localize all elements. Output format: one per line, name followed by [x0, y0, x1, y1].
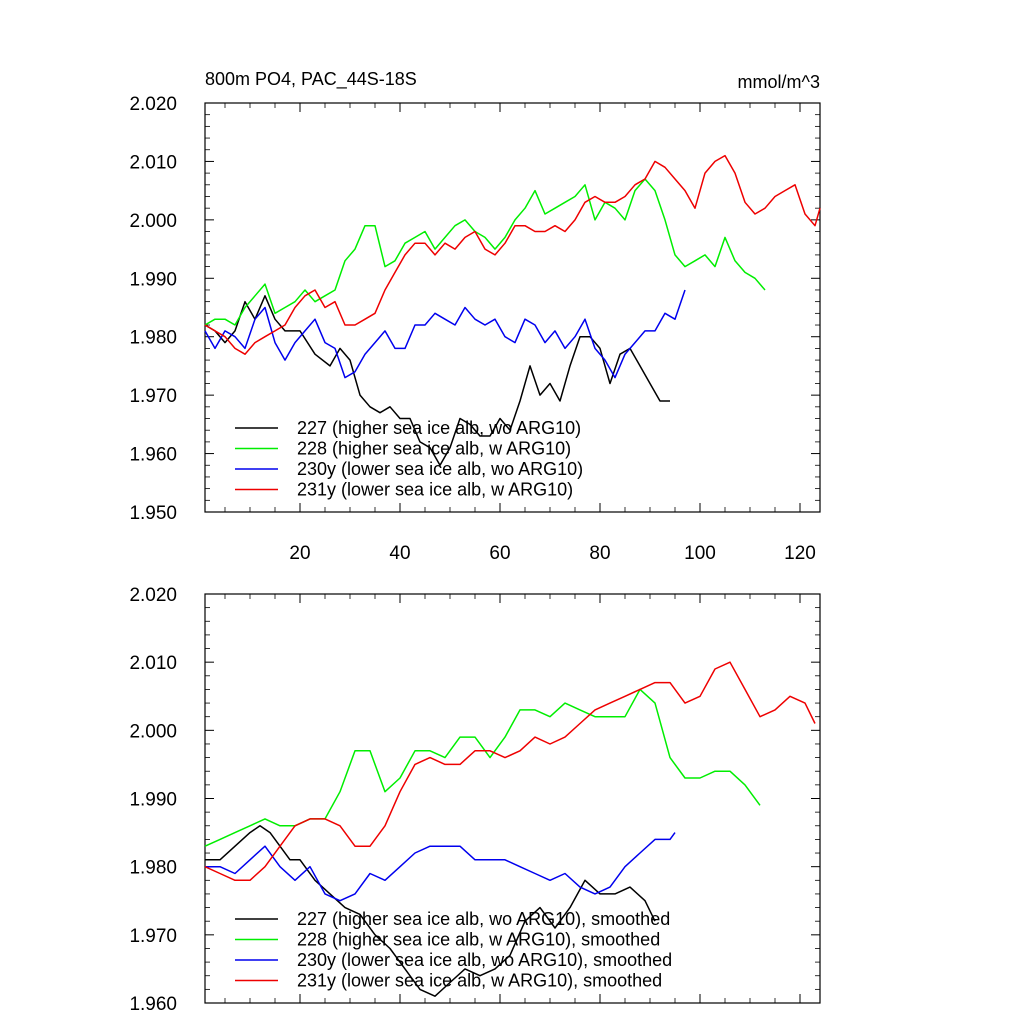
- series-line-s227: [204, 295, 670, 467]
- series-line-s227: [205, 825, 656, 997]
- x-tick-label: 120: [784, 543, 816, 564]
- series-line-s231y: [204, 661, 816, 882]
- y-tick-label: 1.960: [129, 445, 177, 466]
- series-line-s231y: [204, 154, 821, 355]
- y-tick-label: 1.990: [129, 790, 177, 811]
- x-tick-label: 60: [489, 543, 510, 564]
- y-tick-label: 2.020: [129, 94, 177, 115]
- y-tick-label: 1.960: [129, 994, 177, 1015]
- y-tick-label: 2.010: [129, 653, 177, 674]
- top-panel: 1.950 1.960 1.970 1.980 1.990 2.000 2.010 2.020…: [129, 94, 821, 564]
- series-line-s230y: [204, 289, 686, 379]
- units-label: mmol/m^3: [738, 72, 820, 92]
- y-tick-label: 2.020: [129, 585, 177, 606]
- y-tick-label: 2.010: [129, 152, 177, 173]
- y-tick-label: 1.990: [129, 269, 177, 290]
- legend-label: 227 (higher sea ice alb, wo ARG10), smoo…: [297, 909, 670, 929]
- x-tick-label: 100: [684, 543, 716, 564]
- y-tick-label: 1.980: [129, 328, 177, 349]
- legend-label: 231y (lower sea ice alb, w ARG10): [297, 480, 573, 500]
- x-tick-label: 20: [289, 543, 310, 564]
- legend-label: 228 (higher sea ice alb, w ARG10), smoot…: [297, 930, 660, 950]
- y-tick-label: 1.970: [129, 926, 177, 947]
- y-tick-label: 2.000: [129, 721, 177, 742]
- plot-frame: [204, 102, 821, 513]
- y-tick-label: 1.970: [129, 386, 177, 407]
- x-tick-label: 40: [389, 543, 410, 564]
- series-line-s228: [204, 178, 766, 326]
- y-tick-label: 2.000: [129, 211, 177, 232]
- legend-label: 228 (higher sea ice alb, w ARG10): [297, 439, 571, 459]
- y-tick-label: 1.950: [129, 503, 177, 524]
- chart-title: 800m PO4, PAC_44S-18S: [205, 69, 417, 90]
- y-tick-label: 1.980: [129, 858, 177, 879]
- series-line-s228: [204, 688, 761, 847]
- x-tick-label: 80: [589, 543, 610, 564]
- legend-label: 230y (lower sea ice alb, wo ARG10): [297, 459, 583, 479]
- bottom-panel: 1.960 1.970 1.980 1.990 2.000 2.010 2.020 227 (…: [129, 585, 821, 1015]
- legend-label: 227 (higher sea ice alb, wo ARG10): [297, 418, 581, 438]
- series-line-s230y: [205, 832, 676, 902]
- legend-label: 231y (lower sea ice alb, w ARG10), smoot…: [297, 971, 662, 991]
- legend-label: 230y (lower sea ice alb, wo ARG10), smoo…: [297, 950, 672, 970]
